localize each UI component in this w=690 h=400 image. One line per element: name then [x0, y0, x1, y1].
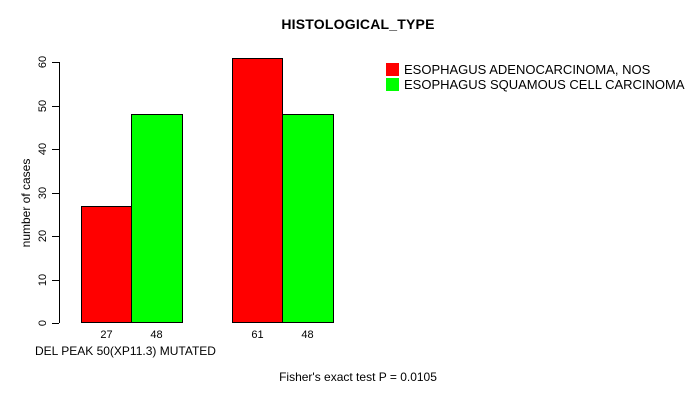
legend-label: ESOPHAGUS ADENOCARCINOMA, NOS: [404, 62, 651, 77]
bar-value-label: 61: [251, 329, 264, 341]
y-axis-tick-label: 20: [37, 229, 49, 243]
legend-item: ESOPHAGUS ADENOCARCINOMA, NOS: [386, 62, 685, 77]
bar-value-label: 48: [150, 329, 163, 341]
y-axis-tick-label: 10: [37, 273, 49, 286]
y-axis-tick: [52, 106, 59, 107]
y-axis-tick-label: 50: [37, 99, 49, 112]
bar-group2-series1: [232, 58, 283, 323]
stat-test-annotation: Fisher's exact test P = 0.0105: [279, 370, 437, 384]
y-axis-tick: [52, 280, 59, 281]
bar-group1-series1: [81, 206, 132, 323]
y-axis-tick-label: 40: [37, 142, 49, 156]
y-axis-tick: [52, 149, 59, 150]
y-axis-tick: [52, 323, 59, 324]
y-axis-line: [59, 62, 60, 323]
y-axis-tick: [52, 236, 59, 237]
bar-group2-series2: [282, 114, 334, 323]
y-axis-tick: [52, 62, 59, 63]
bar-value-label: 27: [100, 329, 113, 341]
chart-title: HISTOLOGICAL_TYPE: [281, 16, 435, 32]
legend-swatch-icon: [386, 63, 399, 76]
legend-label: ESOPHAGUS SQUAMOUS CELL CARCINOMA: [404, 77, 685, 92]
legend-swatch-icon: [386, 78, 399, 91]
legend-item: ESOPHAGUS SQUAMOUS CELL CARCINOMA: [386, 77, 685, 92]
y-axis-tick: [52, 193, 59, 194]
bar-value-label: 48: [301, 329, 314, 341]
y-axis-tick-label: 30: [37, 186, 49, 199]
y-axis-label: number of cases: [19, 158, 33, 248]
legend: ESOPHAGUS ADENOCARCINOMA, NOS ESOPHAGUS S…: [386, 62, 685, 93]
plot-area: 0 10 20 30 40 50 60 27 48 61 48: [37, 51, 340, 341]
x-axis-label: DEL PEAK 50(XP11.3) MUTATED: [35, 344, 216, 358]
y-axis-tick-label: 60: [37, 55, 49, 69]
bar-group1-series2: [131, 114, 183, 323]
y-axis-tick-label: 0: [37, 319, 49, 327]
